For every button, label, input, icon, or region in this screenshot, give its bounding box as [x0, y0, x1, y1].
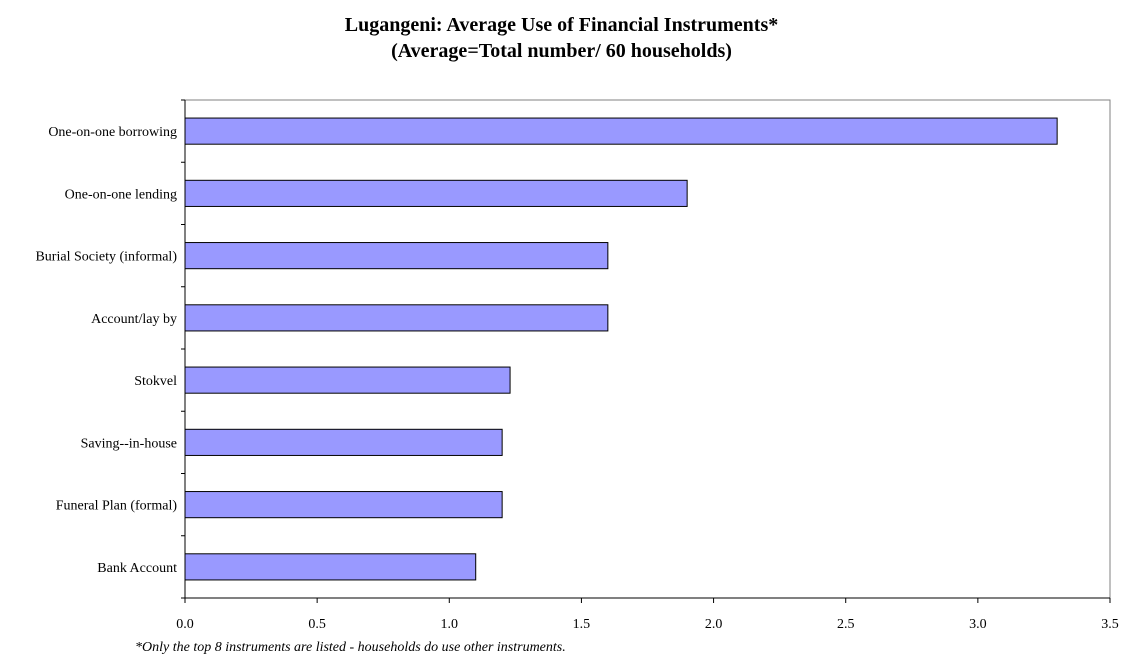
ticks-group: 0.0 0.5 1.0 1.5 2.0 2.5 3.0 3.5	[176, 99, 1119, 632]
category-label: One-on-one borrowing	[48, 125, 177, 140]
bar	[184, 366, 511, 394]
chart-subtitle: (Average=Total number/ 60 households)	[391, 40, 732, 62]
bar	[184, 304, 609, 332]
bar	[184, 179, 688, 207]
x-tick-label: 2.0	[705, 617, 723, 632]
x-tick-label: 1.0	[441, 617, 459, 632]
plot-area	[184, 99, 1111, 599]
x-tick-label: 0.0	[176, 617, 194, 632]
category-label: Saving--in-house	[81, 436, 177, 451]
bar	[184, 553, 477, 581]
x-tick-label: 2.5	[837, 617, 855, 632]
category-label: Stokvel	[134, 374, 177, 389]
bars-group	[184, 117, 1058, 581]
x-tick-label: 3.0	[969, 617, 987, 632]
chart-title: Lugangeni: Average Use of Financial Inst…	[344, 14, 779, 36]
footnote: *Only the top 8 instruments are listed -…	[135, 640, 566, 655]
bar	[184, 242, 609, 270]
bar	[184, 117, 1058, 145]
x-tick-label: 3.5	[1101, 617, 1119, 632]
bar-chart: One-on-one borrowing One-on-one lending Bu…	[35, 99, 1119, 632]
category-label: One-on-one lending	[65, 187, 177, 202]
category-label: Funeral Plan (formal)	[56, 499, 178, 514]
x-tick-label: 0.5	[308, 617, 326, 632]
x-tick-label: 1.5	[573, 617, 591, 632]
category-label: Bank Account	[97, 561, 177, 576]
category-label: Burial Society (informal)	[35, 250, 177, 265]
category-labels: One-on-one borrowing One-on-one lending Bu…	[35, 125, 177, 576]
category-label: Account/lay by	[91, 312, 177, 327]
bar	[184, 491, 503, 519]
bar	[184, 428, 503, 456]
